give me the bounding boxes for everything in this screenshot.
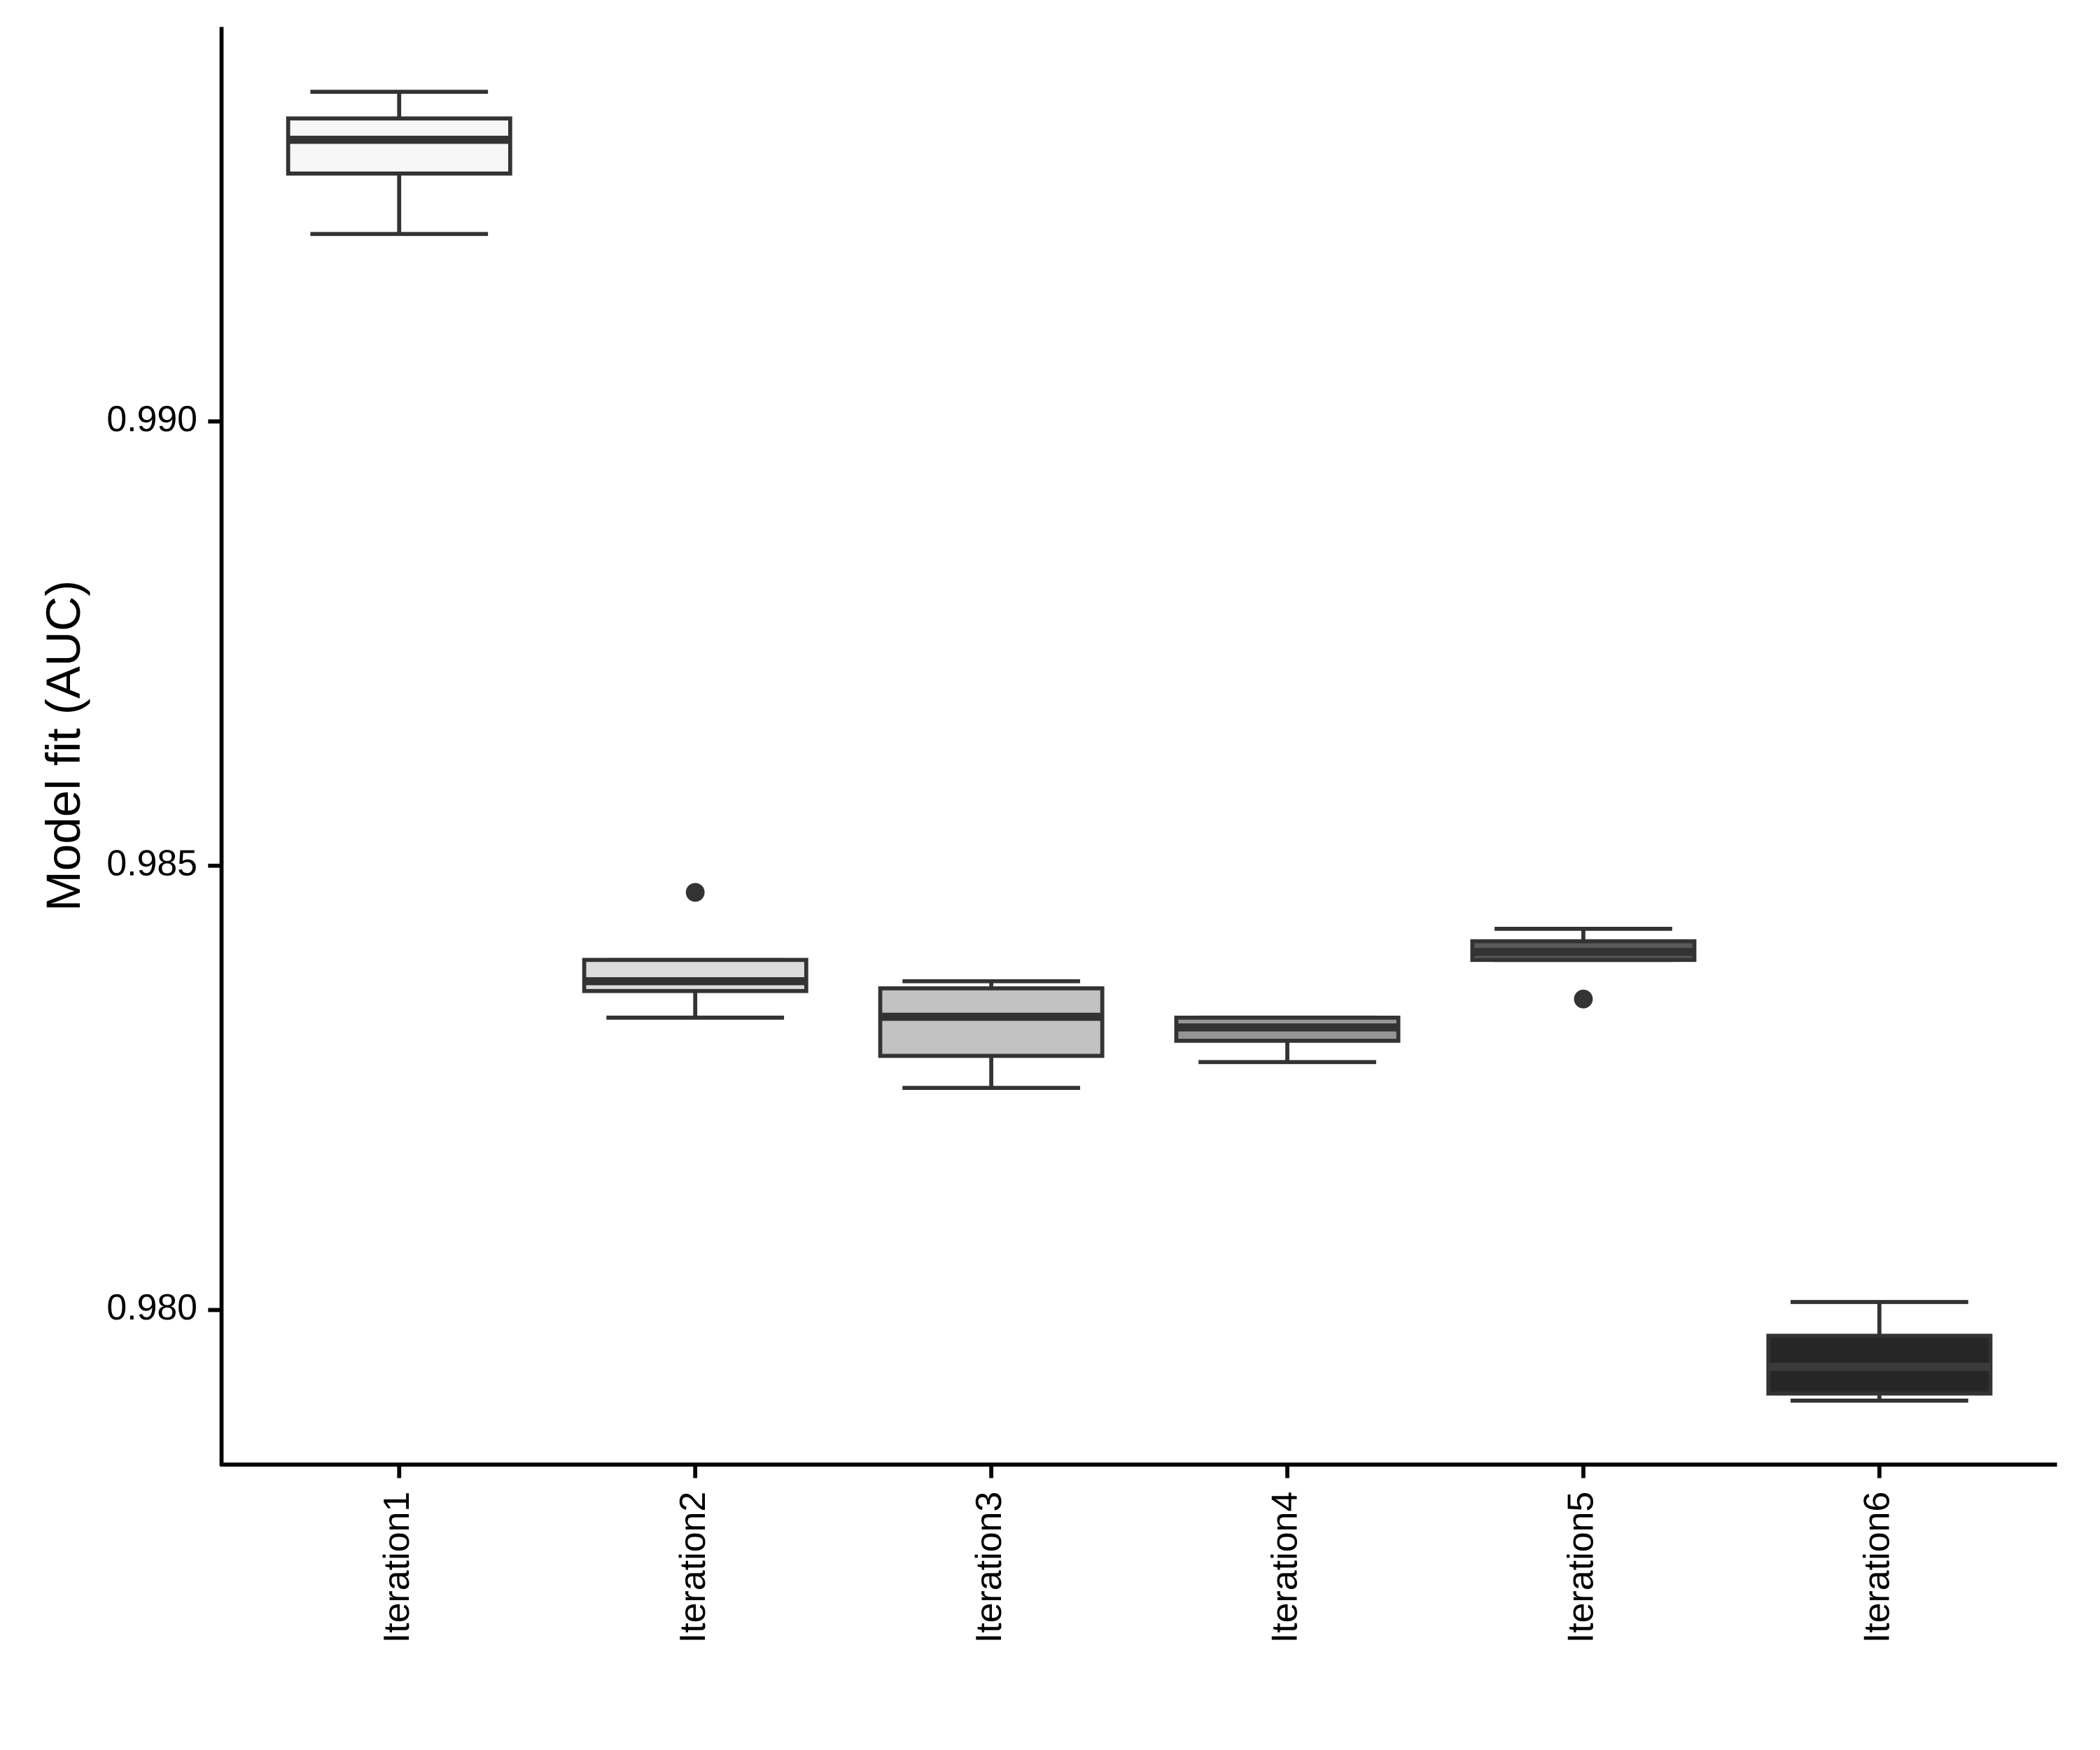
box xyxy=(286,116,512,176)
y-tick-label: 0.980 xyxy=(106,1287,197,1327)
outlier xyxy=(685,883,705,902)
y-tick-label: 0.985 xyxy=(106,842,197,883)
y-axis-title: Model fit (AUC) xyxy=(36,580,90,911)
x-tick-label: Iteration1 xyxy=(376,1492,416,1643)
x-tick-label: Iteration3 xyxy=(968,1492,1009,1643)
x-tick-label: Iteration5 xyxy=(1560,1492,1601,1643)
x-tick-label: Iteration4 xyxy=(1264,1492,1305,1643)
box xyxy=(582,958,808,993)
y-tick-label: 0.990 xyxy=(106,398,197,439)
outlier xyxy=(1574,989,1593,1009)
box xyxy=(878,986,1105,1058)
x-tick-label: Iteration6 xyxy=(1856,1492,1897,1643)
x-tick-label: Iteration2 xyxy=(672,1492,713,1643)
